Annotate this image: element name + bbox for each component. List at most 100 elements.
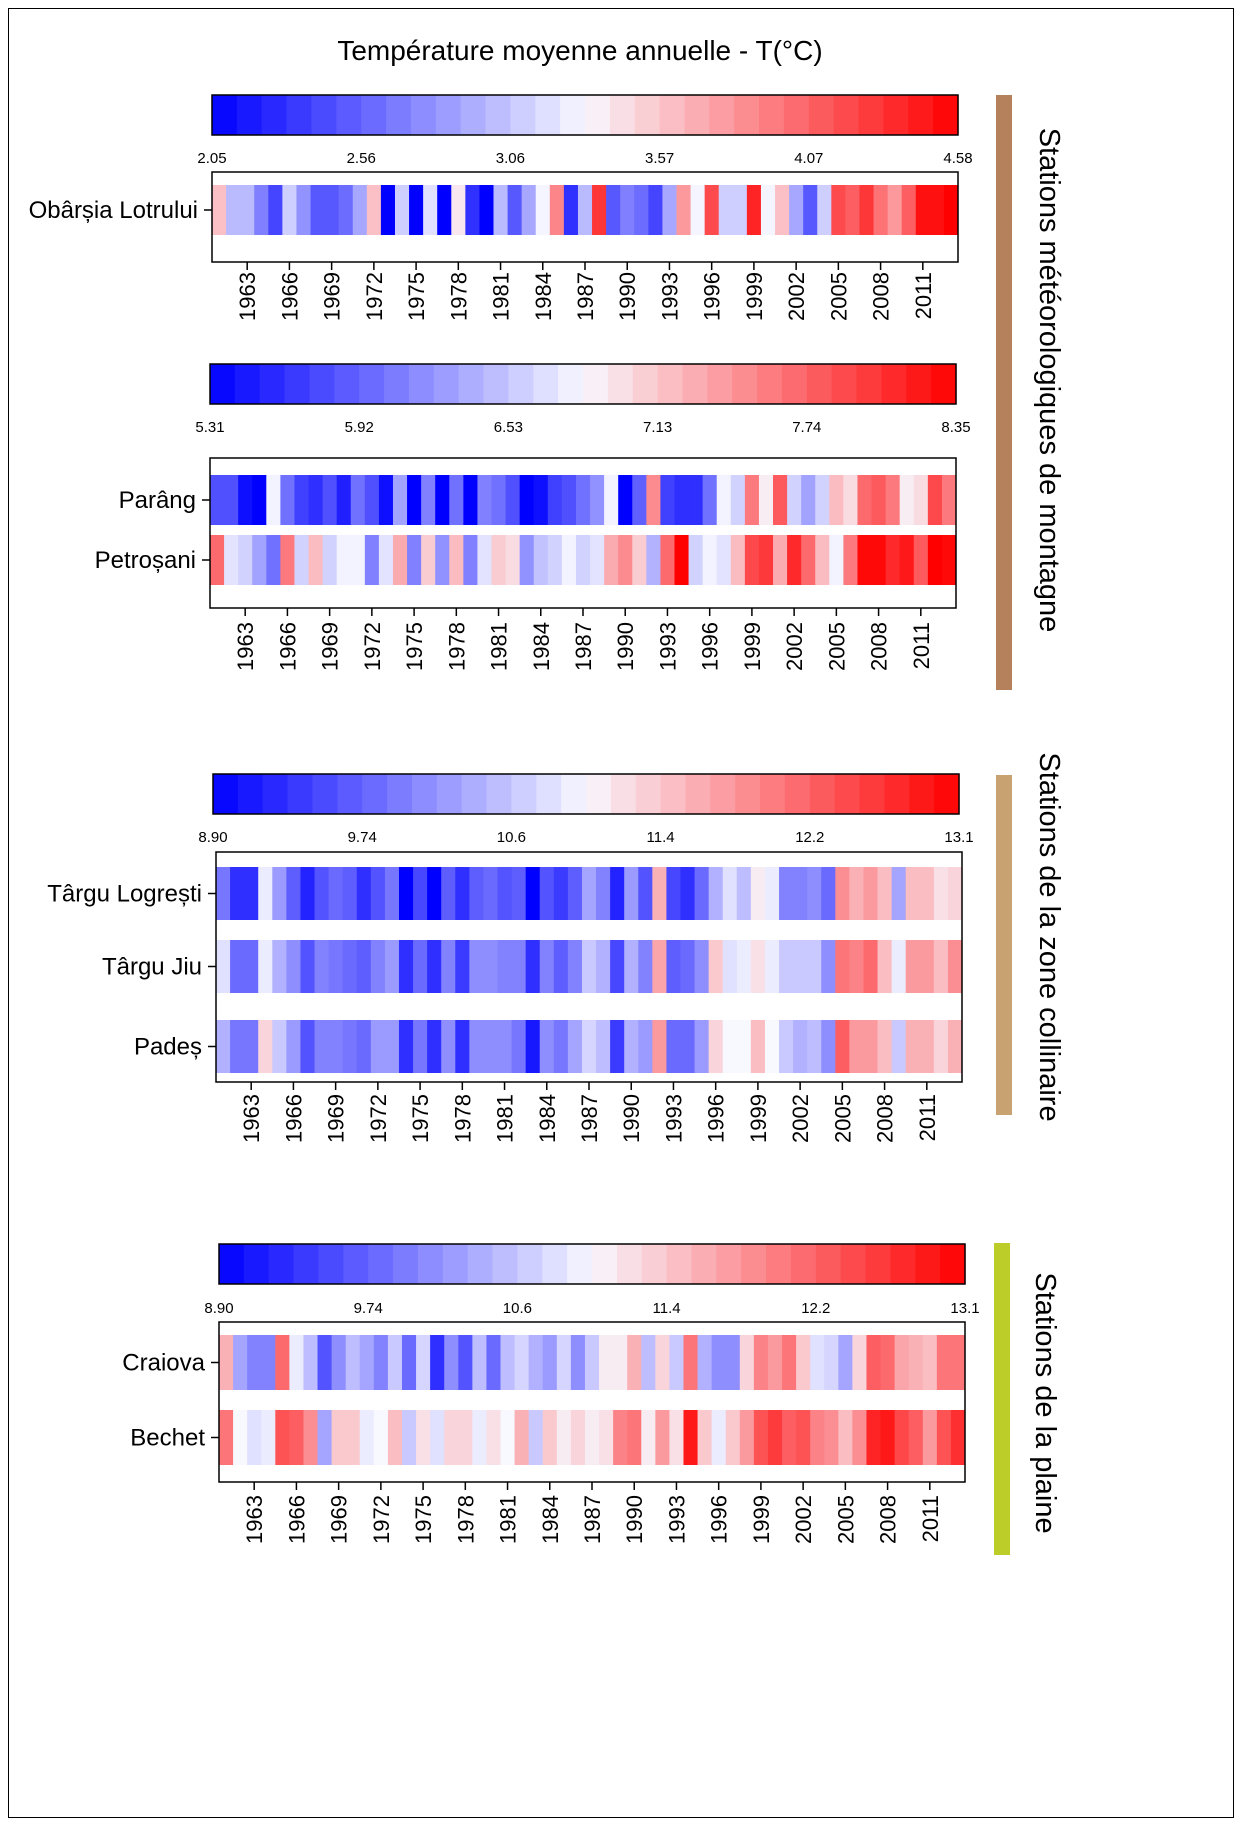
heatmap-cell: [331, 1410, 347, 1465]
heatmap-cell: [469, 940, 484, 993]
heatmap-cell: [852, 1335, 867, 1390]
heatmap-cell: [764, 1020, 780, 1073]
colorbar-step: [411, 774, 438, 814]
colorbar-step: [906, 364, 932, 404]
heatmap-cell: [449, 475, 464, 525]
colorbar-tick-label: 10.6: [503, 1300, 532, 1317]
heatmap-cell: [821, 1020, 836, 1073]
year-label: 2005: [826, 272, 851, 321]
colorbar-step: [809, 774, 836, 814]
heatmap-cell: [451, 185, 466, 235]
heatmap-cell: [465, 185, 480, 235]
colorbar-step: [915, 1244, 941, 1284]
heatmap-cell: [732, 185, 748, 235]
heatmap-cell: [704, 185, 720, 235]
heatmap-cell: [254, 185, 269, 235]
colorbar-step: [486, 774, 512, 814]
heatmap-cell: [500, 1410, 516, 1465]
heatmap-cell: [641, 1410, 656, 1465]
heatmap-cell: [676, 185, 692, 235]
heatmap-cell: [542, 1410, 558, 1465]
station-label: Târgu Logrești: [47, 881, 202, 908]
heatmap-cell: [441, 940, 456, 993]
heatmap-cell: [258, 1020, 273, 1073]
heatmap-cell: [491, 475, 507, 525]
year-label: 1996: [698, 622, 723, 671]
heatmap-cell: [829, 475, 844, 525]
heatmap-cell: [852, 1410, 867, 1465]
heatmap-cell: [787, 475, 802, 525]
heatmap-cell: [359, 1410, 375, 1465]
heatmap-cell: [849, 867, 864, 920]
heatmap-cell: [725, 1335, 741, 1390]
heatmap-cell: [807, 1020, 822, 1073]
heatmap-cell: [366, 185, 382, 235]
heatmap-cell: [561, 535, 577, 585]
heatmap-cell: [286, 940, 301, 993]
heatmap-cell: [913, 535, 929, 585]
heatmap-cell: [683, 1335, 699, 1390]
heatmap-cell: [835, 867, 850, 920]
colorbar-tick-label: 6.53: [494, 419, 523, 436]
heatmap-cell: [873, 185, 889, 235]
colorbar-step: [616, 1244, 643, 1284]
colorbar-step: [312, 774, 338, 814]
heatmap-cell: [528, 1335, 544, 1390]
colorbar-step: [632, 364, 659, 404]
heatmap-cell: [775, 185, 790, 235]
colorbar-tick-label: 4.58: [943, 150, 972, 167]
heatmap-cell: [716, 475, 732, 525]
heatmap-cell: [275, 1410, 290, 1465]
heatmap-cell: [821, 867, 836, 920]
colorbar-tick-label: 4.07: [794, 150, 823, 167]
colorbar-tick-label: 7.13: [643, 419, 672, 436]
heatmap-cell: [624, 1020, 639, 1073]
heatmap-cell: [398, 867, 414, 920]
heatmap-cell: [782, 1335, 797, 1390]
colorbar-tick-label: 11.4: [647, 829, 675, 846]
year-label: 1975: [402, 622, 427, 671]
year-label: 2005: [824, 622, 849, 671]
heatmap-cell: [308, 535, 324, 585]
heatmap-cell: [793, 867, 808, 920]
heatmap-cell: [219, 1410, 234, 1465]
colorbar-step: [336, 95, 362, 135]
heatmap-cell: [773, 475, 788, 525]
colorbar-step: [908, 95, 934, 135]
heatmap-cell: [511, 867, 527, 920]
heatmap-cell: [317, 1410, 333, 1465]
colorbar-step: [741, 1244, 767, 1284]
heatmap-cell: [891, 867, 907, 920]
heatmap-cell: [525, 940, 541, 993]
heatmap-cell: [577, 185, 593, 235]
colorbar-tick-label: 12.2: [795, 829, 824, 846]
heatmap-cell: [831, 185, 846, 235]
heatmap-panel: 8.90 9.74 10.6 11.4 12.2 13.1 Craiova Bechet 196…: [122, 1243, 980, 1544]
heatmap-cell: [486, 1335, 502, 1390]
heatmap-cell: [905, 1020, 921, 1073]
heatmap-cell: [542, 1335, 558, 1390]
heatmap-cell: [401, 1335, 417, 1390]
colorbar-step: [467, 1244, 494, 1284]
station-label: Craiova: [122, 1350, 205, 1377]
heatmap-cell: [933, 1020, 949, 1073]
station-label: Obârșia Lotrului: [29, 197, 198, 224]
heatmap-cell: [871, 535, 887, 585]
colorbar-tick-label: 8.90: [204, 1300, 233, 1317]
heatmap-cell: [666, 867, 681, 920]
heatmap-cell: [252, 475, 267, 525]
heatmap-cell: [314, 1020, 330, 1073]
heatmap-cell: [697, 1335, 713, 1390]
heatmap-cell: [511, 940, 527, 993]
colorbar-step: [859, 774, 885, 814]
heatmap-cell: [863, 940, 879, 993]
heatmap-cell: [210, 475, 225, 525]
year-label: 1966: [275, 622, 300, 671]
heatmap-cell: [815, 535, 830, 585]
heatmap-cell: [641, 1335, 656, 1390]
colorbar-step: [759, 95, 785, 135]
heatmap-cell: [421, 535, 436, 585]
station-label: Târgu Jiu: [102, 954, 202, 981]
colorbar-step: [808, 95, 835, 135]
heatmap-cell: [746, 185, 762, 235]
